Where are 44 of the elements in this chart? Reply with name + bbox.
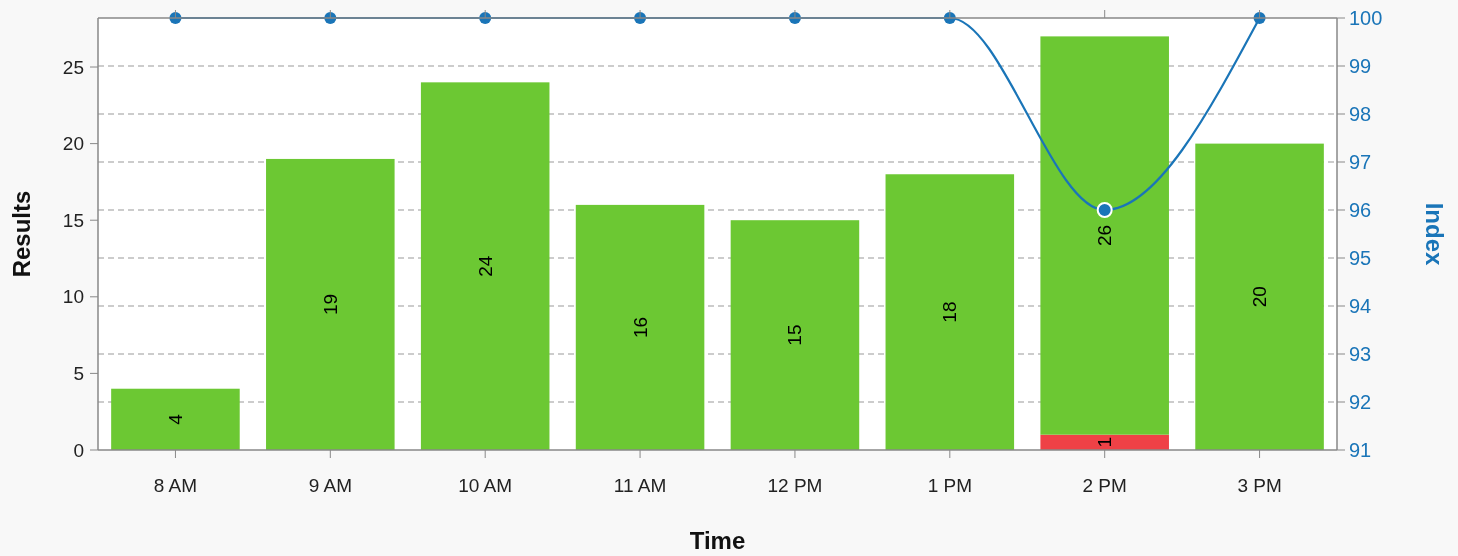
y2-tick-label: 98 [1349, 103, 1372, 125]
x-axis-title: Time [689, 527, 746, 554]
x-tick-label: 8 AM [153, 475, 198, 496]
bar [1195, 143, 1324, 450]
data-label: 16 [629, 316, 651, 339]
y-tick-label: 20 [62, 133, 84, 155]
data-label: 1 [1094, 437, 1116, 448]
data-label: 24 [474, 255, 496, 277]
y-tick-label: 15 [62, 209, 84, 231]
bar [885, 174, 1015, 450]
y2-axis-title: Index [1421, 202, 1448, 266]
y-tick-label: 0 [73, 439, 84, 461]
data-label: 18 [939, 301, 961, 323]
x-tick-label: 10 AM [458, 475, 513, 496]
x-tick-label: 12 PM [767, 475, 823, 496]
bar [266, 158, 395, 450]
x-tick-label: 2 PM [1082, 475, 1127, 496]
y2-tick-label: 94 [1349, 295, 1372, 317]
y2-tick-label: 97 [1349, 151, 1372, 173]
y2-tick-label: 93 [1349, 343, 1372, 365]
y-axis-title: Results [8, 190, 35, 278]
bar [111, 388, 240, 450]
bar [730, 220, 860, 450]
x-tick-label: 11 AM [613, 475, 667, 496]
data-label: 4 [164, 413, 186, 425]
y2-tick-label: 91 [1349, 439, 1372, 461]
y-tick-label: 25 [62, 56, 84, 78]
bar [1040, 36, 1169, 435]
y2-tick-label: 92 [1349, 391, 1372, 413]
data-label: 19 [319, 293, 341, 316]
data-label: 20 [1249, 286, 1271, 308]
y2-tick-label: 100 [1349, 7, 1383, 29]
data-label: 26 [1094, 224, 1116, 247]
y2-tick-label: 96 [1349, 199, 1372, 221]
x-tick-label: 1 PM [927, 475, 972, 496]
y2-tick-label: 95 [1349, 247, 1372, 269]
y-tick-label: 5 [73, 362, 84, 384]
x-tick-label: 9 AM [308, 475, 352, 496]
bar [420, 82, 550, 450]
bar [575, 204, 705, 450]
data-label: 15 [784, 324, 806, 346]
y2-tick-label: 99 [1349, 55, 1372, 77]
x-tick-label: 3 PM [1237, 475, 1282, 496]
y-tick-label: 10 [62, 286, 84, 308]
